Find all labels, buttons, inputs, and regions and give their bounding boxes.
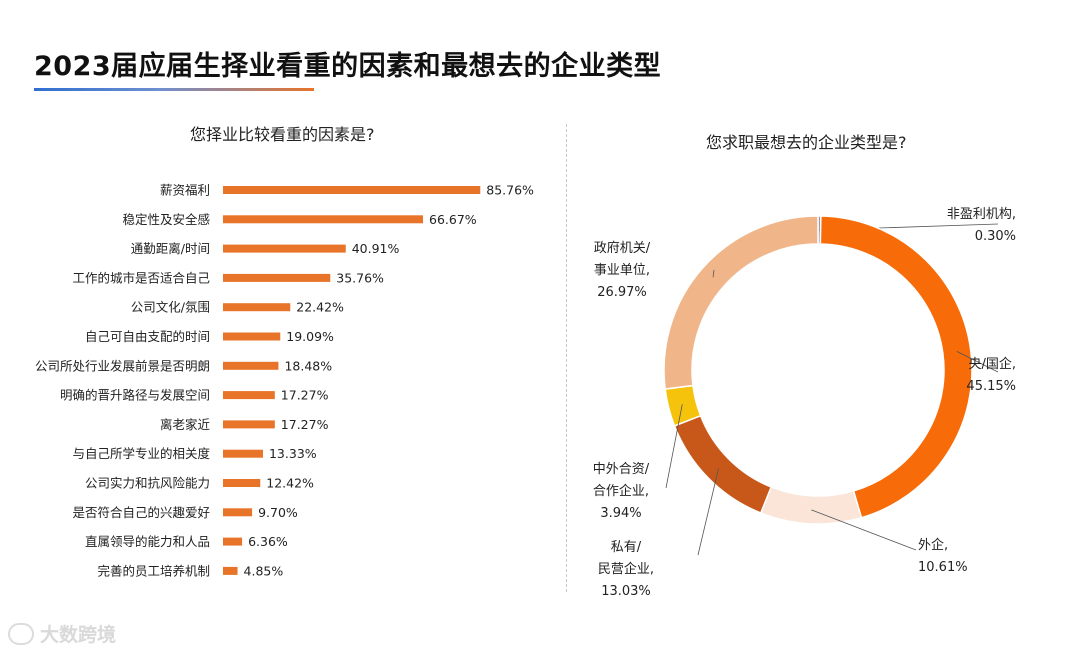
donut-slice-6 <box>663 215 819 390</box>
page-title: 2023届应届生择业看重的因素和最想去的企业类型 <box>34 51 662 82</box>
donut-slice-2 <box>819 215 973 519</box>
donut-slice-4 <box>673 414 773 514</box>
bar-4 <box>223 273 331 282</box>
bar-category-label: 直属领导的能力和人品 <box>85 534 210 549</box>
donut-slice-value: 45.15% <box>966 379 1016 394</box>
bar-10 <box>223 449 263 458</box>
bar-category-label: 自己可自由支配的时间 <box>85 329 210 344</box>
bar-category-label: 公司文化/氛围 <box>131 300 210 315</box>
donut-slice-value: 10.61% <box>918 560 968 575</box>
bar-value-label: 85.76% <box>486 183 534 198</box>
bar-value-label: 17.27% <box>281 417 329 432</box>
bar-value-label: 4.85% <box>244 563 284 578</box>
bar-category-label: 离老家近 <box>160 417 211 432</box>
donut-slice-name: 中外合资/合作企业, <box>593 462 650 499</box>
donut-slice-name: 非盈利机构, <box>947 207 1016 222</box>
donut-leader-line <box>712 269 715 278</box>
bar-12 <box>223 508 253 517</box>
donut-chart: 非盈利机构, 0.30% 央/国企, 45.15% 外企, 10.61% 私有/民营企业, 1… <box>593 207 1016 599</box>
bar-11 <box>223 479 261 487</box>
donut-slice-name: 外企, <box>918 537 948 553</box>
bar-category-label: 与自己所学专业的相关度 <box>72 446 210 461</box>
bar-category-label: 完善的员工培养机制 <box>97 563 210 578</box>
bar-value-label: 13.33% <box>269 446 317 461</box>
title-underline <box>34 88 314 91</box>
bar-8 <box>223 391 275 400</box>
bar-category-label: 稳定性及安全感 <box>122 212 210 227</box>
donut-leader-line <box>665 404 683 489</box>
bar-category-label: 薪资福利 <box>160 183 210 198</box>
bar-7 <box>223 361 279 370</box>
bar-13 <box>223 537 243 546</box>
bar-6 <box>223 332 281 341</box>
bar-value-label: 19.09% <box>286 329 334 344</box>
bar-value-label: 17.27% <box>281 388 329 403</box>
donut-slice-value: 26.97% <box>597 285 647 300</box>
bar-value-label: 12.42% <box>266 476 314 491</box>
bar-9 <box>223 420 275 429</box>
bar-chart-title: 您择业比较看重的因素是? <box>190 125 375 144</box>
donut-leader-line <box>811 509 917 551</box>
bar-category-label: 公司所处行业发展前景是否明朗 <box>35 358 210 373</box>
donut-slice-value: 3.94% <box>600 506 641 521</box>
bar-category-label: 明确的晋升路径与发展空间 <box>60 388 210 403</box>
donut-chart-title: 您求职最想去的企业类型是? <box>706 133 907 152</box>
bar-category-label: 工作的城市是否适合自己 <box>72 270 210 285</box>
watermark: 大数跨境 <box>8 620 116 647</box>
donut-slice-3 <box>759 486 863 525</box>
bar-value-label: 22.42% <box>296 300 344 315</box>
donut-slice-value: 0.30% <box>975 229 1016 244</box>
bar-value-label: 6.36% <box>248 534 288 549</box>
bar-value-label: 40.91% <box>352 241 400 256</box>
donut-slice-name: 政府机关/事业单位, <box>594 241 651 278</box>
bar-category-label: 通勤距离/时间 <box>131 241 210 256</box>
bar-1 <box>223 186 481 194</box>
donut-slice-value: 13.03% <box>601 584 651 599</box>
bar-value-label: 35.76% <box>336 270 384 285</box>
donut-leader-line <box>697 468 719 556</box>
bar-3 <box>223 244 346 253</box>
bar-14 <box>223 566 238 575</box>
bar-value-label: 18.48% <box>284 358 332 373</box>
bar-category-label: 公司实力和抗风险能力 <box>85 476 210 491</box>
bar-5 <box>223 303 291 312</box>
donut-slice-name: 私有/民营企业, <box>598 540 654 577</box>
donut-leader-line <box>956 351 999 373</box>
donut-slice-name: 央/国企, <box>968 356 1016 372</box>
bar-chart: 薪资福利 85.76% 稳定性及安全感 66.67% 通勤距离/时间 40.91% 工作的城… <box>35 183 534 579</box>
section-divider <box>566 124 567 592</box>
bar-2 <box>223 215 424 224</box>
watermark-logo-icon <box>8 622 34 645</box>
watermark-text: 大数跨境 <box>40 624 117 646</box>
bar-value-label: 9.70% <box>258 505 298 520</box>
bar-value-label: 66.67% <box>429 212 477 227</box>
bar-category-label: 是否符合自己的兴趣爱好 <box>72 505 210 520</box>
